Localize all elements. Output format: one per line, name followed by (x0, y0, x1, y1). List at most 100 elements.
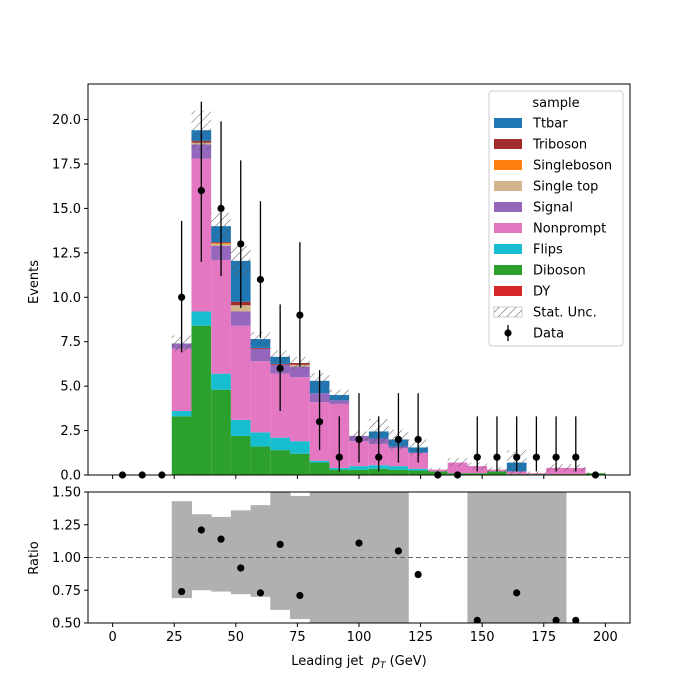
legend-swatch-triboson (494, 139, 522, 149)
x-axis-label-sub: T (380, 661, 387, 671)
data-point (256, 275, 265, 284)
bar-flips (290, 441, 310, 454)
bar-diboson (290, 453, 310, 475)
bar-diboson (191, 325, 212, 475)
legend-label-nonprompt: Nonprompt (533, 222, 606, 237)
stat-unc-hatch (447, 458, 468, 468)
ratio-x-tick-label: 200 (593, 630, 618, 645)
legend-swatch-single-top (494, 181, 522, 191)
data-point (335, 453, 343, 461)
stat-unc-hatch (329, 389, 350, 401)
legend-color-patch (494, 139, 522, 149)
data-point (276, 364, 284, 372)
ratio-point (237, 564, 245, 572)
ratio-band-segment (211, 516, 232, 592)
ratio-x-tick-label: 25 (166, 630, 183, 645)
legend-color-patch (494, 223, 522, 233)
data-points (118, 101, 600, 479)
main-y-tick-label: 20.0 (52, 113, 81, 128)
bar-nonprompt (447, 462, 468, 474)
bar-flips (211, 373, 231, 390)
data-point (473, 453, 481, 461)
legend-title: sample (532, 96, 579, 111)
bar-diboson (487, 471, 507, 475)
legend: sample Ttbar Triboson Singleboson Single top… (488, 90, 624, 347)
ratio-point (473, 616, 481, 623)
bar-flips (388, 466, 409, 470)
ratio-band-segment (388, 492, 409, 623)
bar-diboson (270, 450, 291, 475)
main-y-tick-label: 5.0 (60, 380, 81, 395)
ratio-point (572, 616, 580, 623)
ratio-band-segment (250, 505, 271, 597)
legend-label-stat-unc-: Stat. Unc. (533, 306, 597, 321)
data-point (355, 435, 363, 444)
bar-nonprompt (250, 361, 271, 433)
ratio-point (217, 535, 225, 543)
bar-diboson (368, 468, 389, 475)
ratio-y-tick-label: 1.00 (52, 551, 81, 566)
main-y-tick-label: 17.5 (52, 157, 81, 172)
x-axis-label-p: p (371, 654, 380, 669)
legend-swatch-diboson (494, 265, 522, 275)
legend-hatch-patch (493, 306, 523, 318)
ratio-x-tick-label: 150 (470, 630, 495, 645)
legend-color-patch (494, 160, 522, 170)
stat-unc-hatch (427, 467, 448, 472)
bar-nonprompt (171, 348, 192, 412)
ratio-band-segment (191, 514, 212, 591)
stat-unc-hatch (526, 471, 547, 475)
main-y-tick-label: 7.5 (60, 335, 81, 350)
bar-diboson (388, 469, 409, 475)
legend-label-dy: DY (533, 285, 550, 300)
legend-label-ttbar: Ttbar (532, 117, 568, 132)
ratio-band-segment (349, 492, 370, 623)
bar-flips (349, 466, 369, 470)
data-point (296, 311, 304, 319)
main-y-tick-label: 2.5 (60, 424, 81, 439)
bar-flips (230, 419, 251, 436)
bar-flips (171, 411, 192, 417)
legend-swatch-singleboson (494, 160, 522, 170)
legend-swatch-ttbar (494, 118, 522, 128)
bar-triboson (250, 347, 271, 349)
ratio-y-axis-label: Ratio (27, 541, 42, 574)
ratio-point (552, 616, 560, 623)
data-point (552, 453, 560, 461)
bar-nonprompt (211, 259, 231, 374)
bar-diboson (329, 469, 350, 475)
ratio-band-segment (230, 510, 252, 595)
x-axis-label: Leading jet pT (GeV) (291, 654, 426, 671)
data-point (572, 453, 580, 461)
legend-data-marker (504, 329, 512, 337)
legend-label-single-top: Single top (533, 180, 598, 195)
bar-signal (230, 311, 251, 326)
bar-nonprompt (230, 325, 251, 420)
x-axis-label-prefix: Leading jet (291, 654, 371, 669)
data-point (394, 435, 403, 444)
ratio-band-segment (467, 492, 488, 623)
ratio-point (197, 526, 205, 534)
ratio-x-tick-label: 50 (228, 630, 245, 645)
legend-color-patch (494, 244, 522, 254)
main-y-tick-label: 15.0 (52, 202, 81, 217)
ratio-point (394, 547, 403, 555)
legend-swatch-flips (494, 244, 522, 254)
ratio-band-segment (270, 492, 291, 610)
ratio-x-tick-label: 100 (347, 630, 372, 645)
bar-flips (270, 437, 291, 451)
bar-flips (309, 460, 330, 463)
bar-diboson (309, 462, 330, 475)
bar-diboson (349, 469, 369, 475)
legend-label-signal: Signal (533, 201, 573, 216)
ratio-point (256, 589, 265, 597)
data-point (414, 435, 422, 444)
bar-nonprompt (290, 377, 310, 442)
main-y-tick-label: 10.0 (52, 291, 81, 306)
legend-label-triboson: Triboson (532, 138, 587, 153)
legend-color-patch (494, 265, 522, 275)
ratio-band-segment (171, 501, 192, 599)
main-y-axis-label: Events (27, 260, 42, 304)
bar-diboson (230, 435, 251, 475)
